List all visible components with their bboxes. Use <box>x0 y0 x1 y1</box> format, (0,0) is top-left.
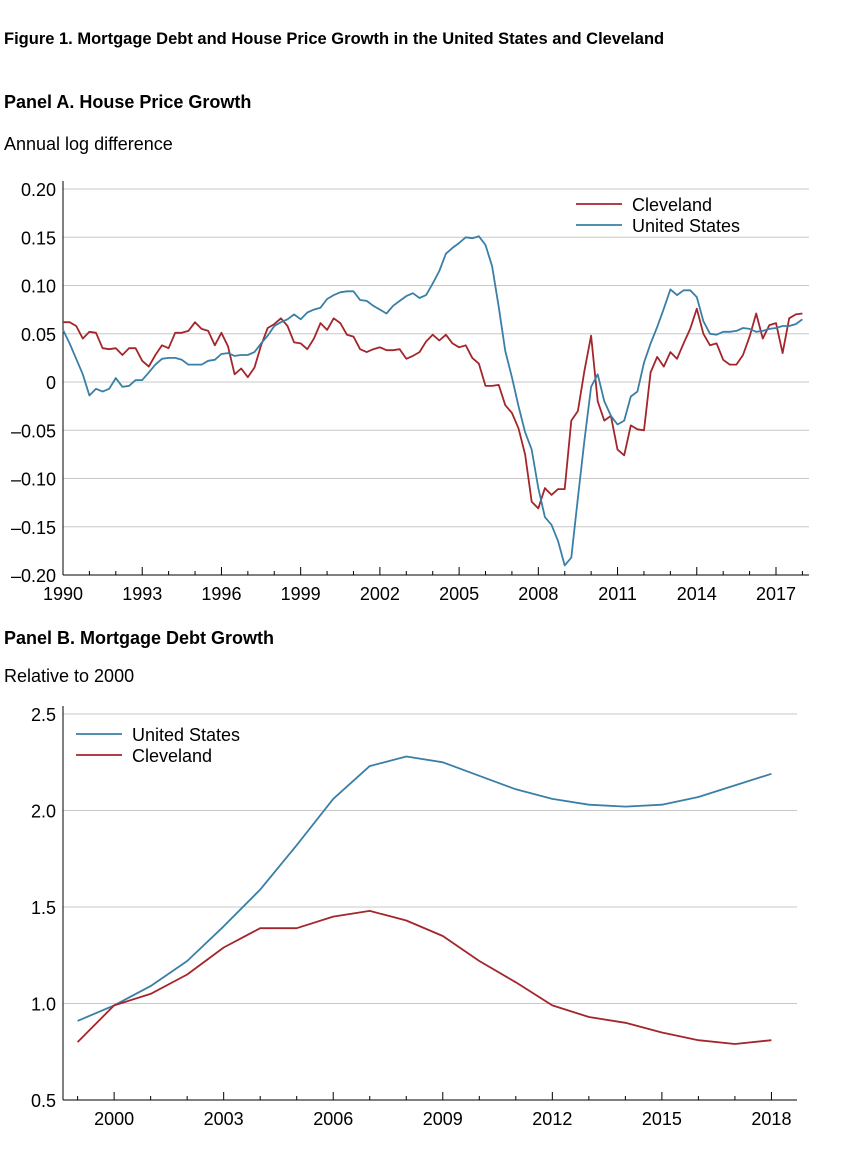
series-line-cleveland <box>76 910 772 1045</box>
x-tick-label: 2015 <box>642 1109 682 1129</box>
panel-b-subtitle: Relative to 2000 <box>4 666 135 686</box>
x-tick-label: 2005 <box>439 584 479 604</box>
x-tick-label: 2012 <box>532 1109 572 1129</box>
y-tick-label: 0.10 <box>21 277 56 297</box>
panel-a-title: Panel A. House Price Growth <box>4 92 252 112</box>
x-tick-label: 2008 <box>518 584 558 604</box>
x-tick-label: 1990 <box>43 584 83 604</box>
y-tick-label: –0.15 <box>11 518 56 538</box>
legend-label-cleveland: Cleveland <box>132 746 212 766</box>
series-line-united-states <box>77 755 772 1022</box>
x-tick-label: 1996 <box>201 584 241 604</box>
y-tick-label: –0.05 <box>11 421 56 441</box>
y-tick-label: 0.5 <box>31 1091 56 1111</box>
x-tick-label: 2017 <box>756 584 796 604</box>
panel-b-chart: 2.5 2.0 1.5 1.0 0.5 2000 2003 2006 2009 2012 2015 2… <box>31 705 797 1129</box>
y-tick-label: 0.15 <box>21 228 56 248</box>
figure-title: Figure 1. Mortgage Debt and House Price … <box>4 30 665 48</box>
x-tick-label: 1999 <box>281 584 321 604</box>
y-tick-label: –0.10 <box>11 470 56 490</box>
y-tick-label: 0 <box>46 373 56 393</box>
y-tick-label: 0.05 <box>21 325 56 345</box>
y-tick-label: 2.5 <box>31 705 56 725</box>
legend-label-united-states: United States <box>632 216 740 236</box>
y-tick-label: 0.20 <box>21 180 56 200</box>
legend-label-cleveland: Cleveland <box>632 195 712 215</box>
x-tick-label: 2011 <box>598 584 637 604</box>
x-tick-label: 1993 <box>122 584 162 604</box>
y-tick-label: 2.0 <box>31 802 56 822</box>
legend-label-united-states: United States <box>132 725 240 745</box>
y-tick-label: 1.0 <box>31 995 56 1015</box>
x-tick-label: 2009 <box>423 1109 463 1129</box>
x-tick-label: 2006 <box>313 1109 353 1129</box>
series-line-cleveland <box>63 307 803 510</box>
x-tick-label: 2003 <box>204 1109 244 1129</box>
panel-b-title: Panel B. Mortgage Debt Growth <box>4 628 275 648</box>
series-line-united-states <box>62 235 803 567</box>
panel-a-subtitle: Annual log difference <box>4 134 173 154</box>
x-tick-label: 2014 <box>677 584 717 604</box>
x-tick-label: 2018 <box>751 1109 791 1129</box>
x-tick-label: 2002 <box>360 584 400 604</box>
x-tick-label: 2000 <box>94 1109 134 1129</box>
y-tick-label: –0.20 <box>11 566 56 586</box>
panel-a-chart: 0.200.150.100.050–0.05–0.10–0.15–0.20199… <box>11 180 809 604</box>
y-tick-label: 1.5 <box>31 898 56 918</box>
